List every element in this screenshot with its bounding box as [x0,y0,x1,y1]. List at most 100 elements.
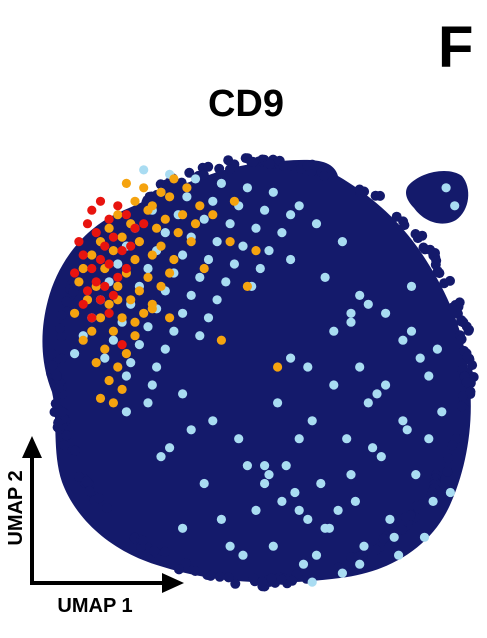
data-point-mid [126,295,136,305]
edge-point [59,440,70,451]
data-point-mid [108,326,118,336]
edge-point [463,325,474,336]
edge-point [94,493,105,504]
data-point-low [441,183,451,193]
data-point-high [117,340,127,350]
data-point-mid [104,299,114,309]
data-point-low [238,241,248,251]
data-point-mid [225,237,235,247]
data-point-low [169,326,179,336]
edge-point [174,564,184,575]
edge-point [430,259,441,270]
chart-title: CD9 [208,83,284,125]
data-point-high [113,201,123,211]
edge-point [286,160,297,171]
edge-point [447,440,458,451]
data-point-low [221,277,231,287]
data-point-mid [78,263,88,274]
data-point-low [294,201,304,211]
data-point-low [320,272,330,282]
data-point-high [91,277,101,287]
edge-point [61,296,72,307]
edge-point [225,164,235,175]
data-point-mid [87,326,97,336]
data-point-high [139,219,149,229]
data-point-low [208,416,218,426]
data-point-high [121,263,131,274]
data-point-low [376,452,386,462]
data-point-low [437,407,447,417]
data-point-mid [100,344,110,354]
edge-point [412,233,423,244]
data-point-mid [165,192,175,202]
data-point-low [394,550,404,560]
edge-point [434,268,445,279]
data-point-high [70,268,80,278]
edge-point [457,390,468,401]
data-point-high [74,237,84,247]
edge-point [467,360,478,371]
edge-point [47,360,58,371]
data-point-low [251,223,261,233]
data-point-mid [95,313,106,323]
y-axis-label: UMAP 2 [5,470,27,545]
data-point-mid [104,375,114,386]
data-point-mid [130,317,140,327]
data-point-low [359,541,369,551]
data-point-mid [95,393,106,403]
data-point-low [121,371,131,381]
data-point-high [108,232,118,242]
edge-point [102,502,112,513]
edge-point [56,331,67,342]
edge-point [397,524,408,535]
data-point-low [406,326,417,336]
data-point-low [165,443,175,453]
data-point-low [450,201,460,211]
data-point-mid [147,250,157,260]
data-point-low [342,434,352,444]
data-point-mid [117,232,127,242]
data-point-mid [134,237,144,247]
data-point-high [95,295,106,305]
data-point-mid [156,281,166,291]
edge-point [205,570,216,581]
data-point-high [91,228,101,238]
data-point-low [147,380,157,390]
data-point-mid [108,398,118,408]
data-point-low [225,219,235,229]
data-point-mid [139,308,149,318]
data-point-mid [117,384,127,394]
x-axis-arrow-icon [162,573,184,593]
data-point-low [445,487,455,498]
edge-point [425,244,436,255]
data-point-low [186,425,196,435]
data-point-low [355,559,365,569]
data-point-low [402,425,412,435]
data-point-low [424,371,434,381]
data-point-low [329,326,339,336]
edge-point [302,160,313,171]
data-point-mid [229,196,239,206]
data-point-mid [121,178,131,188]
data-point-low [143,263,153,274]
data-point-low [108,335,118,345]
data-point-mid [91,358,101,368]
edge-point [74,471,85,482]
data-point-low [311,219,322,229]
edge-point [411,501,422,511]
panel-letter: F [438,15,473,80]
data-point-mid [169,174,179,184]
data-point-high [100,241,110,251]
data-point-mid [130,196,140,206]
data-point-mid [160,214,170,224]
data-point-low [398,335,408,345]
edge-point [81,476,92,487]
data-point-low [225,541,235,551]
data-point-low [268,187,278,197]
data-point-mid [273,362,283,372]
data-point-low [251,505,261,515]
data-point-low [311,550,322,560]
data-point-low [346,317,356,327]
data-point-mid [186,237,196,247]
data-point-high [95,196,106,206]
